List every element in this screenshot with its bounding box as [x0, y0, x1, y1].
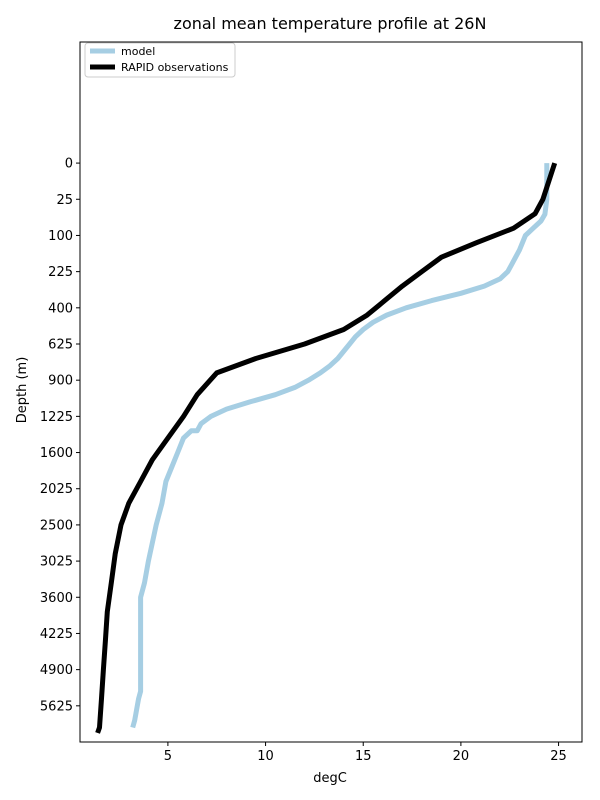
y-tick-label: 3025 [40, 555, 73, 570]
y-tick-label: 1225 [40, 410, 73, 425]
y-tick-label: 3600 [40, 591, 73, 606]
legend-label-model: model [121, 45, 155, 58]
chart-title: zonal mean temperature profile at 26N [174, 14, 487, 33]
y-tick-label: 0 [65, 157, 73, 172]
y-tick-label: 1600 [40, 446, 73, 461]
x-tick-label: 5 [164, 749, 172, 764]
y-tick-label: 900 [48, 374, 73, 389]
y-tick-label: 4900 [40, 663, 73, 678]
y-tick-label: 225 [48, 265, 73, 280]
legend-box [84, 42, 236, 78]
x-tick-label: 15 [355, 749, 372, 764]
series-layer [95, 162, 558, 734]
ticks-layer: 5 10 15 20 250251002254006259001225160020252… [40, 157, 567, 764]
y-tick-label: 400 [48, 301, 73, 316]
series-line-model [130, 163, 550, 729]
y-tick-label: 2025 [40, 482, 73, 497]
series-line-rapid-observations [95, 162, 558, 734]
x-axis-label: degC [313, 771, 347, 786]
y-tick-label: 5625 [40, 699, 73, 714]
y-tick-label: 625 [48, 337, 73, 352]
legend-label-rapid-observations: RAPID observations [121, 61, 229, 74]
x-tick-label: 10 [257, 749, 274, 764]
x-tick-label: 20 [453, 749, 470, 764]
y-tick-label: 100 [48, 229, 73, 244]
y-tick-label: 25 [56, 193, 73, 208]
legend: model RAPID observations [84, 42, 236, 78]
plot-area-frame [79, 41, 583, 743]
y-axis-label: Depth (m) [15, 357, 30, 424]
y-tick-label: 2500 [40, 518, 73, 533]
x-tick-label: 25 [550, 749, 567, 764]
y-tick-label: 4225 [40, 627, 73, 642]
